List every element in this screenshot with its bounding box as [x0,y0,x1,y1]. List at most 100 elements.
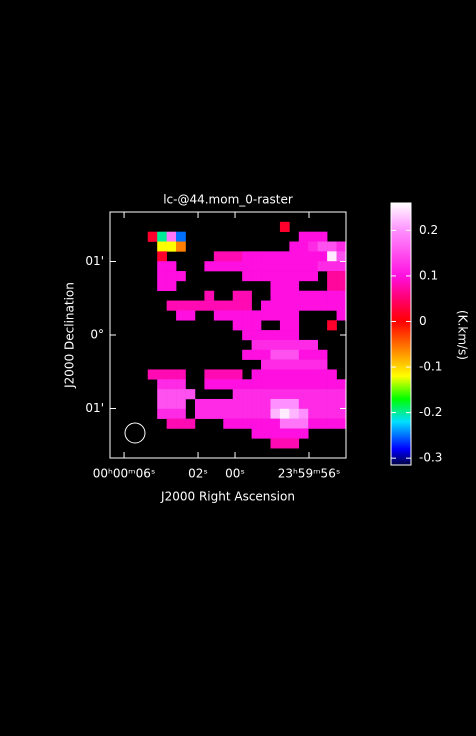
raster-cell [270,408,281,419]
raster-cell [279,339,290,351]
raster-cell [270,300,281,311]
raster-cell [232,251,243,262]
raster-cell [261,271,271,282]
raster-cell [289,389,300,400]
raster-cell [289,438,300,449]
raster-cell [317,369,328,380]
colorbar-label: (K.km/s) [456,310,470,360]
x-tick-label: 00ˢ [225,467,245,481]
raster-cell [251,418,262,429]
raster-cell [327,290,337,301]
raster-cell [327,379,337,390]
raster-cell [308,251,318,262]
raster-cell [261,261,271,272]
raster-cell [336,398,347,410]
raster-cell [166,241,177,252]
raster-cell [232,418,243,429]
raster-cell [157,251,167,262]
raster-cell [336,241,347,252]
raster-cell [185,300,196,311]
raster-cell [251,389,262,400]
raster-cell [242,290,252,301]
raster-cell [289,280,300,292]
raster-cell [166,231,177,242]
raster-cell [308,389,318,400]
raster-cell [270,369,281,380]
raster-cell [317,398,328,410]
raster-cell [336,280,347,292]
raster-cell [327,251,337,262]
raster-cell [176,418,186,429]
raster-cell [242,418,252,429]
raster-cell [279,369,290,380]
raster-cell [308,271,318,282]
raster-cell [251,349,262,360]
raster-cell [223,300,234,311]
raster-cell [166,261,177,272]
raster-cell [166,408,177,419]
raster-cell [279,221,290,232]
raster-cell [251,251,262,262]
raster-cell [298,408,309,419]
raster-cell [298,261,309,272]
raster-cell [242,349,252,360]
colorbar-tick-label: -0.3 [419,451,442,465]
raster-cell [194,300,205,311]
raster-cell [327,300,337,311]
raster-cell [176,271,186,282]
raster-cell [204,379,215,390]
raster-cell [251,271,262,282]
raster-cell [242,379,252,390]
raster-cell [157,408,167,419]
raster-cell [261,428,271,439]
raster-cell [242,330,252,341]
raster-cell [327,398,337,410]
raster-cell [298,349,309,360]
raster-cell [289,359,300,370]
raster-cell [242,310,252,321]
raster-cell [289,330,300,341]
raster-cell [279,280,290,292]
raster-cell [279,389,290,400]
raster-cell [279,320,290,331]
raster-cell [213,379,224,390]
raster-cell [279,349,290,360]
raster-cell [298,398,309,410]
raster-cell [213,369,224,380]
raster-cell [336,261,347,272]
raster-cell [308,261,318,272]
raster-cell [327,280,337,292]
raster-cell [223,408,234,419]
colorbar-tick-label: -0.1 [419,360,442,374]
raster-cell [298,271,309,282]
raster-cell [194,408,205,419]
raster-cell [327,418,337,429]
raster-cell [308,398,318,410]
y-tick-label: 01' [85,254,104,268]
raster-cell [270,359,281,370]
raster-cell [204,290,215,301]
raster-cell [308,231,318,242]
raster-cell [308,241,318,252]
raster-cell [289,310,300,321]
raster-cell [232,398,243,410]
raster-cell [213,251,224,262]
raster-cell [185,418,196,429]
raster-cell [176,241,186,252]
raster-cell [289,369,300,380]
raster-cell [298,359,309,370]
raster-cell [270,379,281,390]
raster-cell [242,300,252,311]
raster-cell [223,261,234,272]
raster-cell [166,280,177,292]
raster-cell [336,379,347,390]
y-tick-label: 01' [85,401,104,415]
raster-cell [279,261,290,272]
raster-cell [261,310,271,321]
raster-cell [298,339,309,351]
raster-cell [166,418,177,429]
raster-cell [289,379,300,390]
raster-cell [270,418,281,429]
